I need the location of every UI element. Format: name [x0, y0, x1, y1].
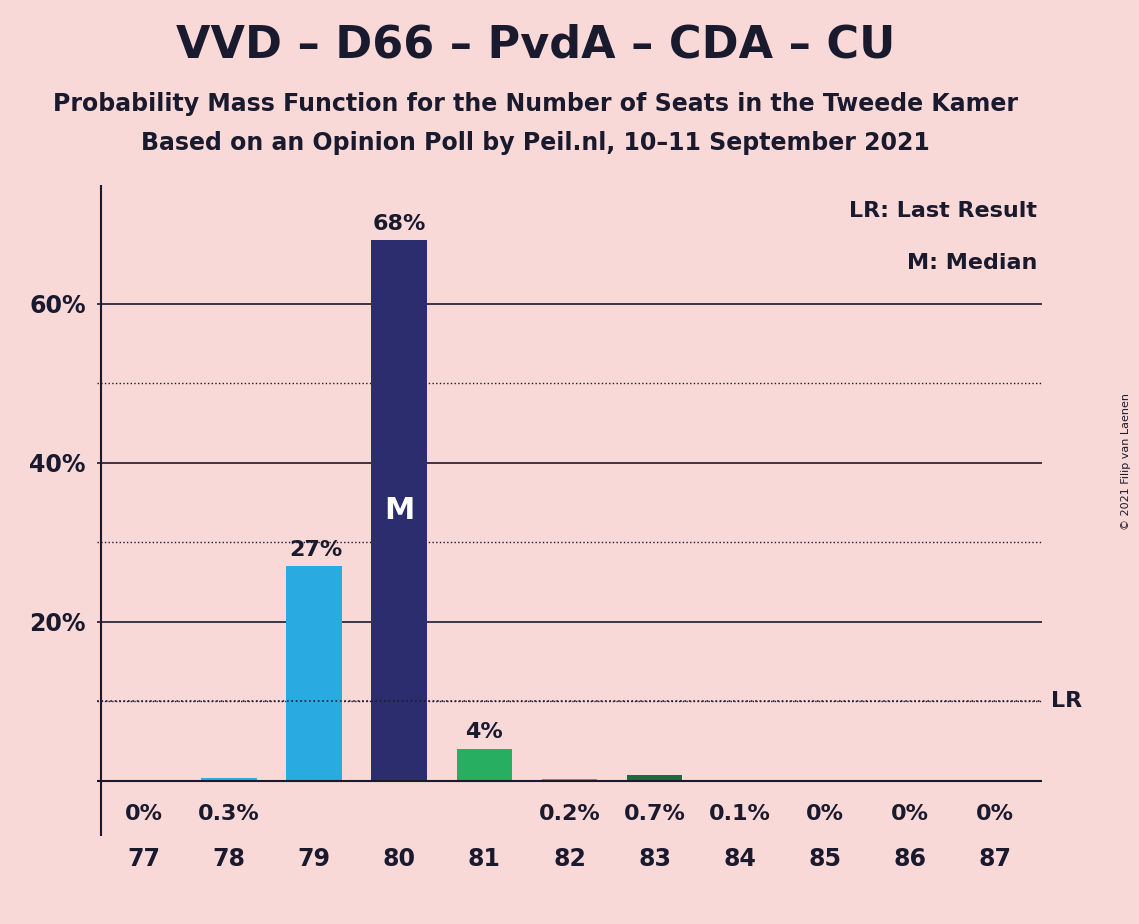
Text: 0%: 0%: [891, 805, 929, 824]
Text: 27%: 27%: [289, 540, 343, 560]
Text: 0.2%: 0.2%: [539, 805, 600, 824]
Text: VVD – D66 – PvdA – CDA – CU: VVD – D66 – PvdA – CDA – CU: [175, 23, 895, 67]
Bar: [457, 748, 513, 781]
Text: Probability Mass Function for the Number of Seats in the Tweede Kamer: Probability Mass Function for the Number…: [52, 92, 1018, 116]
Text: Based on an Opinion Poll by Peil.nl, 10–11 September 2021: Based on an Opinion Poll by Peil.nl, 10–…: [141, 131, 929, 155]
Text: 0%: 0%: [806, 805, 844, 824]
Bar: [371, 240, 427, 781]
Text: 0.1%: 0.1%: [708, 805, 771, 824]
Bar: [626, 775, 682, 781]
Bar: [202, 778, 256, 781]
Text: LR: Last Result: LR: Last Result: [850, 201, 1038, 221]
Bar: [286, 566, 342, 781]
Text: © 2021 Filip van Laenen: © 2021 Filip van Laenen: [1121, 394, 1131, 530]
Text: 0.3%: 0.3%: [198, 805, 260, 824]
Text: 4%: 4%: [466, 723, 503, 743]
Text: 0%: 0%: [124, 805, 163, 824]
Text: 0%: 0%: [976, 805, 1015, 824]
Text: 68%: 68%: [372, 214, 426, 234]
Text: LR: LR: [1050, 691, 1082, 711]
Text: 0.7%: 0.7%: [624, 805, 686, 824]
Text: M: Median: M: Median: [907, 253, 1038, 274]
Text: M: M: [384, 496, 415, 525]
Bar: [542, 779, 597, 781]
